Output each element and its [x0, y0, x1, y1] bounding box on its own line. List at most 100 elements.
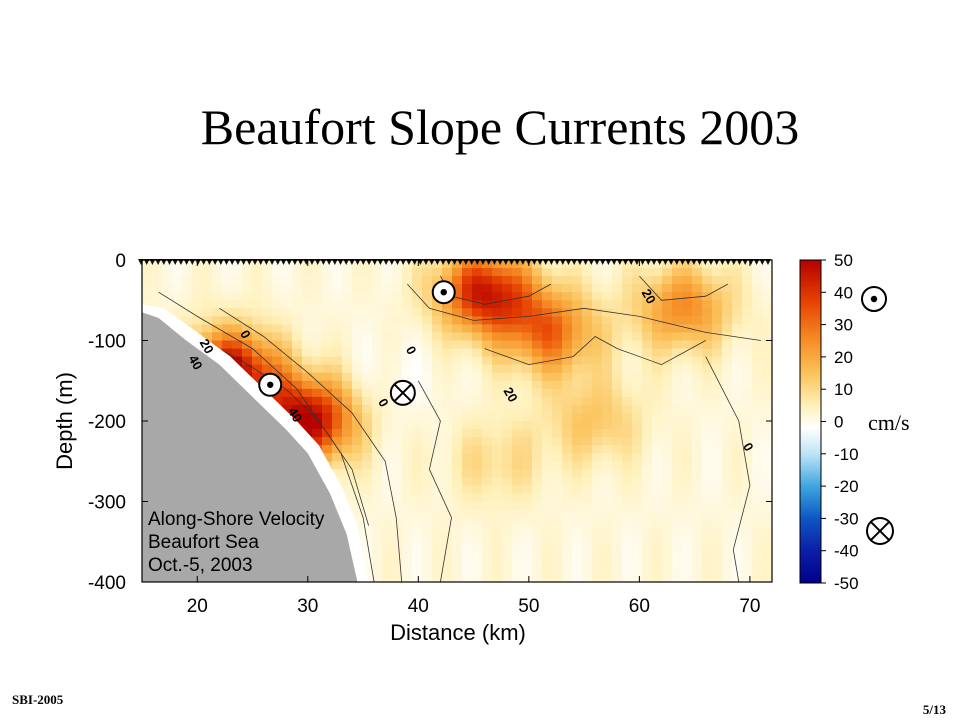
- heat-cell: [612, 404, 623, 414]
- heat-cell: [402, 565, 413, 575]
- heat-cell: [292, 396, 303, 406]
- heat-cell: [742, 461, 753, 470]
- heat-cell: [452, 332, 463, 342]
- heat-cell: [532, 549, 543, 559]
- heat-cell: [632, 517, 643, 527]
- heat-cell: [422, 396, 433, 406]
- heat-cell: [572, 493, 583, 503]
- heat-cell: [322, 324, 333, 334]
- heat-cell: [372, 396, 383, 406]
- heat-cell: [322, 268, 333, 277]
- heat-cell: [492, 300, 503, 309]
- heat-cell: [502, 284, 513, 293]
- heat-cell: [232, 356, 243, 366]
- heat-cell: [642, 324, 653, 334]
- heat-cell: [152, 292, 163, 301]
- heat-cell: [462, 501, 473, 511]
- heat-cell: [502, 292, 513, 301]
- heat-cell: [382, 316, 393, 326]
- heat-cell: [502, 276, 513, 285]
- heat-cell: [312, 437, 323, 446]
- heat-cell: [622, 308, 633, 317]
- heat-cell: [492, 557, 503, 567]
- heat-cell: [372, 493, 383, 503]
- heat-cell: [482, 549, 493, 559]
- heat-cell: [672, 461, 683, 470]
- heat-cell: [312, 348, 323, 358]
- heat-cell: [712, 380, 723, 390]
- heat-cell: [482, 332, 493, 342]
- heat-cell: [262, 308, 273, 317]
- heat-cell: [282, 300, 293, 309]
- heat-cell: [372, 565, 383, 575]
- heat-cell: [532, 380, 543, 390]
- heat-cell: [202, 324, 213, 334]
- heat-cell: [602, 276, 613, 285]
- heat-cell: [472, 404, 483, 414]
- heat-cell: [422, 541, 433, 551]
- heat-cell: [352, 469, 363, 478]
- heat-cell: [742, 437, 753, 446]
- heat-cell: [472, 525, 483, 535]
- heat-cell: [442, 525, 453, 535]
- heat-cell: [742, 565, 753, 575]
- heat-cell: [212, 308, 223, 317]
- x-tick-label: 60: [629, 596, 650, 617]
- heat-cell: [632, 574, 643, 582]
- contour-line: [639, 275, 728, 301]
- heat-cell: [532, 276, 543, 285]
- heat-cell: [742, 485, 753, 495]
- heat-cell: [462, 388, 473, 398]
- heat-cell: [532, 574, 543, 582]
- heat-cell: [302, 348, 313, 358]
- heat-cell: [632, 388, 643, 398]
- heat-cell: [452, 324, 463, 334]
- heat-cell: [752, 477, 763, 487]
- heat-cell: [292, 276, 303, 285]
- heat-cell: [332, 308, 343, 317]
- heat-cell: [742, 453, 753, 462]
- heat-cell: [732, 429, 743, 438]
- heat-cell: [382, 348, 393, 358]
- heat-cell: [342, 268, 353, 277]
- heat-cell: [462, 412, 473, 422]
- heat-cell: [542, 574, 553, 582]
- heat-cell: [542, 477, 553, 487]
- heat-cell: [392, 300, 403, 309]
- heat-cell: [452, 453, 463, 462]
- heat-cell: [682, 549, 693, 559]
- heat-cell: [452, 469, 463, 478]
- heat-cell: [412, 461, 423, 470]
- heat-cell: [542, 268, 553, 277]
- heat-cell: [692, 372, 703, 382]
- heat-cell: [592, 574, 603, 582]
- heat-cell: [362, 396, 373, 406]
- heat-cell: [562, 268, 573, 277]
- heat-cell: [612, 356, 623, 366]
- heat-cell: [642, 260, 653, 269]
- contour-line: [219, 307, 403, 582]
- heat-cell: [722, 396, 733, 406]
- heat-cell: [692, 364, 703, 374]
- heat-cell: [422, 461, 433, 470]
- heat-cell: [522, 541, 533, 551]
- heat-cell: [592, 332, 603, 342]
- heat-cell: [732, 268, 743, 277]
- heat-cell: [522, 477, 533, 487]
- x-tick-labels: 20 30 40 50 60 70: [187, 596, 761, 617]
- heat-cell: [612, 348, 623, 358]
- heat-cell: [412, 324, 423, 334]
- heat-cell: [672, 340, 683, 350]
- heat-cell: [302, 268, 313, 277]
- heat-cell: [612, 380, 623, 390]
- heat-cell: [722, 557, 733, 567]
- heat-cell: [612, 549, 623, 559]
- heat-cell: [232, 260, 243, 269]
- heat-cell: [672, 437, 683, 446]
- heat-cell: [762, 412, 772, 422]
- heat-cell: [332, 396, 343, 406]
- heat-cell: [612, 485, 623, 495]
- heat-cell: [442, 533, 453, 543]
- heat-cell: [632, 421, 643, 430]
- heat-cell: [622, 388, 633, 398]
